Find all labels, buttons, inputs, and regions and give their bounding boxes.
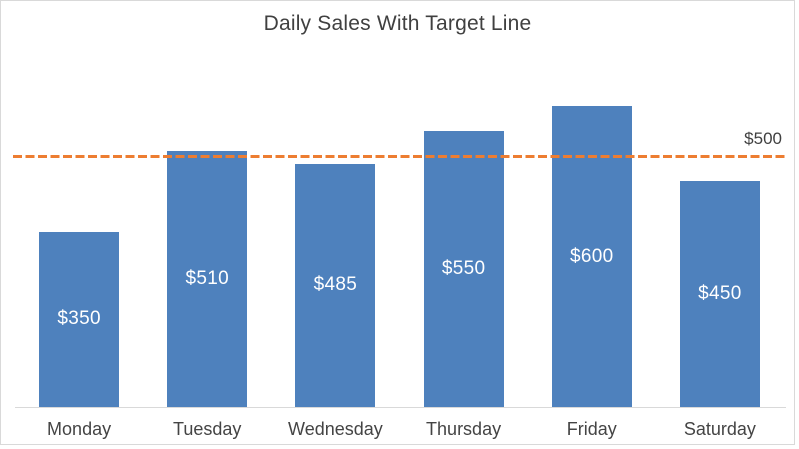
bar-wednesday: $485 [295, 163, 376, 407]
data-label-tuesday: $510 [185, 268, 229, 290]
plot-area: $350 $510 $485 $550 $600 $450 Monday Tuesday We… [1, 1, 794, 444]
bar-monday: $350 [39, 231, 120, 407]
data-label-thursday: $550 [441, 258, 486, 280]
target-line-label: $500 [744, 129, 782, 149]
x-axis-label-thursday: Thursday [426, 419, 502, 439]
x-axis-label-saturday: Saturday [683, 419, 756, 439]
data-label-monday: $350 [57, 308, 101, 330]
target-line [13, 154, 787, 158]
data-label-friday: $600 [570, 245, 614, 267]
bar-friday: $600 [551, 106, 632, 407]
x-axis-line [15, 407, 786, 408]
data-label-saturday: $450 [698, 283, 742, 305]
x-axis-label-wednesday: Wednesday [288, 419, 383, 439]
x-axis-label-tuesday: Tuesday [173, 419, 242, 439]
x-axis-label-friday: Friday [566, 419, 617, 439]
bar-saturday: $450 [679, 181, 760, 407]
bar-tuesday: $510 [167, 151, 248, 407]
bar-thursday: $550 [423, 131, 504, 407]
x-axis-label-monday: Monday [47, 419, 112, 439]
data-label-wednesday: $485 [313, 274, 358, 296]
chart-title: Daily Sales With Target Line [263, 12, 532, 35]
